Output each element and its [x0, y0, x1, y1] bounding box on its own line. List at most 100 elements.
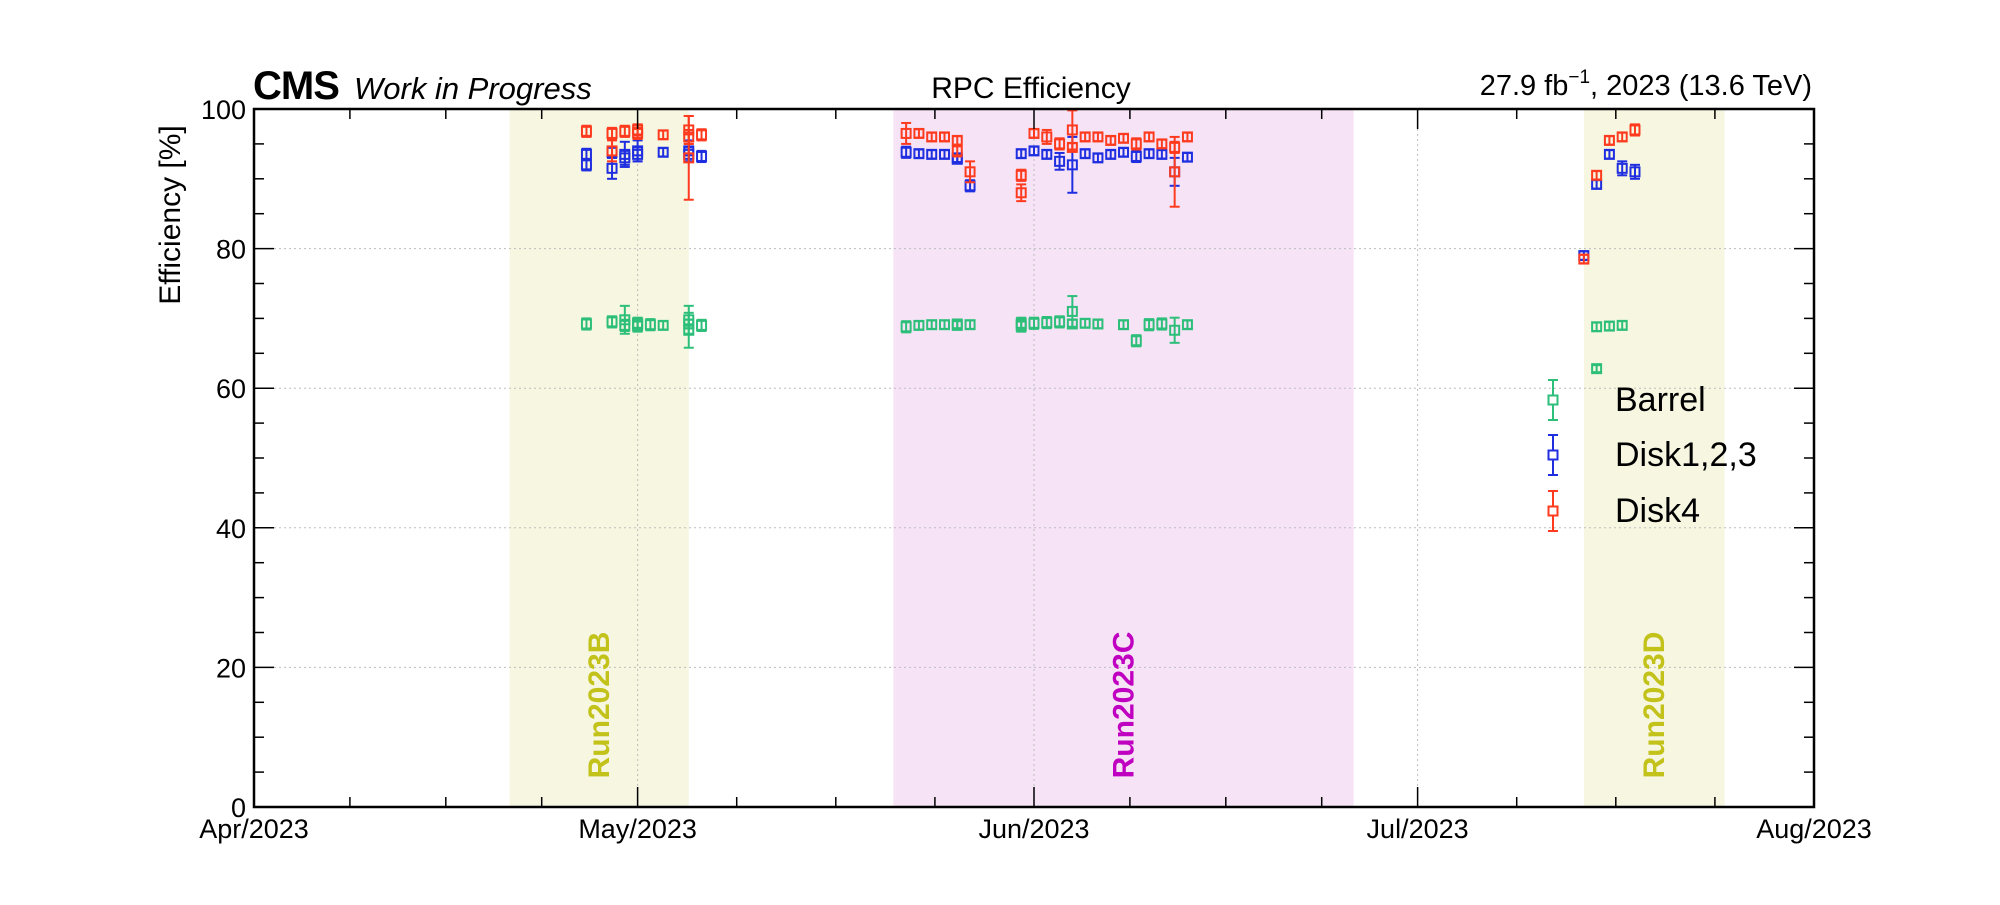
marker [1143, 148, 1155, 160]
marker [1015, 187, 1027, 199]
band-run2023c [893, 109, 1354, 807]
y-tick-labels: 0 20 40 60 80 100 [201, 95, 246, 823]
data-point-disk1-2-3 [1130, 149, 1142, 164]
data-point-disk4 [1578, 253, 1590, 265]
data-point-barrel [1130, 334, 1142, 348]
data-points [580, 109, 1641, 375]
marker [1066, 305, 1078, 317]
marker [1118, 319, 1130, 331]
lumi-value: 27.9 fb [1480, 70, 1569, 102]
marker [938, 319, 950, 331]
data-point-barrel [644, 318, 656, 332]
data-point-disk1-2-3 [632, 146, 644, 163]
data-point-disk1-2-3 [926, 148, 938, 160]
marker [951, 319, 963, 331]
data-point-disk1-2-3 [1054, 151, 1066, 171]
marker [1066, 124, 1078, 136]
marker [900, 127, 912, 139]
marker [1616, 131, 1628, 143]
marker [696, 319, 708, 331]
data-point-disk1-2-3 [1616, 160, 1628, 177]
x-tick-label: Jun/2023 [978, 814, 1089, 844]
data-point-disk1-2-3 [619, 149, 631, 166]
data-point-disk1-2-3 [1041, 148, 1053, 160]
data-point-disk1-2-3 [1603, 148, 1615, 160]
legend-label: Barrel [1615, 381, 1706, 419]
data-point-barrel [606, 315, 618, 329]
marker [1591, 321, 1603, 333]
marker [606, 145, 618, 157]
data-point-disk4 [1143, 131, 1155, 143]
y-tick-label: 0 [231, 793, 246, 823]
data-point-disk4 [1616, 131, 1628, 143]
marker [1092, 318, 1104, 330]
data-point-barrel [1079, 317, 1091, 329]
marker [1629, 166, 1641, 178]
data-point-barrel [1143, 318, 1155, 332]
marker [606, 162, 618, 174]
data-point-barrel [632, 317, 644, 331]
data-point-barrel [1092, 318, 1104, 330]
marker [1041, 148, 1053, 160]
marker [580, 318, 592, 330]
data-point-disk4 [938, 131, 950, 143]
data-point-disk4 [606, 139, 618, 163]
marker [951, 145, 963, 157]
marker [580, 159, 592, 171]
marker [1092, 152, 1104, 164]
data-point-disk1-2-3 [1629, 163, 1641, 180]
data-point-disk4 [1079, 131, 1091, 143]
x-tick-labels: Apr/2023 May/2023 Jun/2023 Jul/2023 Aug/2023 [199, 814, 1872, 844]
data-point-disk4 [1041, 128, 1053, 145]
marker [1105, 148, 1117, 160]
marker [1118, 132, 1130, 144]
marker [1054, 138, 1066, 150]
data-point-disk4 [913, 127, 925, 139]
marker [1066, 141, 1078, 153]
data-point-barrel [1118, 319, 1130, 331]
marker [926, 148, 938, 160]
data-point-disk4 [1629, 123, 1641, 137]
data-point-barrel [951, 319, 963, 331]
grid-lines [254, 109, 1814, 807]
marker [1181, 319, 1193, 331]
marker [1054, 155, 1066, 167]
marker [913, 148, 925, 160]
marker [1041, 317, 1053, 329]
marker [606, 316, 618, 328]
marker [1603, 134, 1615, 146]
marker [619, 125, 631, 137]
marker [1629, 124, 1641, 136]
marker [696, 129, 708, 141]
data-point-disk4 [951, 144, 963, 158]
data-point-disk4 [683, 128, 695, 145]
series-disk4 [580, 109, 1641, 265]
x-tick-label: Jul/2023 [1367, 814, 1469, 844]
data-point-barrel [938, 319, 950, 331]
data-point-disk4 [580, 124, 592, 138]
work-in-progress-label: Work in Progress [354, 71, 592, 106]
y-tick-label: 60 [216, 374, 246, 404]
data-point-barrel [696, 318, 708, 332]
data-point-barrel [926, 319, 938, 331]
data-point-barrel [913, 319, 925, 331]
marker [1015, 320, 1027, 332]
data-point-barrel [964, 319, 976, 331]
marker [1156, 138, 1168, 150]
data-point-disk1-2-3 [1591, 178, 1603, 190]
data-point-disk1-2-3 [913, 148, 925, 160]
band-label-run2023b: Run2023B [583, 632, 616, 779]
data-point-disk4 [1066, 141, 1078, 153]
marker [1169, 166, 1181, 178]
data-point-disk4 [1105, 134, 1117, 146]
marker [1156, 148, 1168, 160]
x-tick-label: Aug/2023 [1756, 814, 1872, 844]
lumi-exponent: −1 [1568, 67, 1590, 88]
marker [683, 314, 695, 326]
marker [1079, 148, 1091, 160]
marker [900, 146, 912, 158]
legend-entry-disk1-2-3: Disk1,2,3 [1547, 434, 1757, 476]
axis-ticks [253, 108, 1815, 808]
legend-marker [1547, 394, 1559, 406]
